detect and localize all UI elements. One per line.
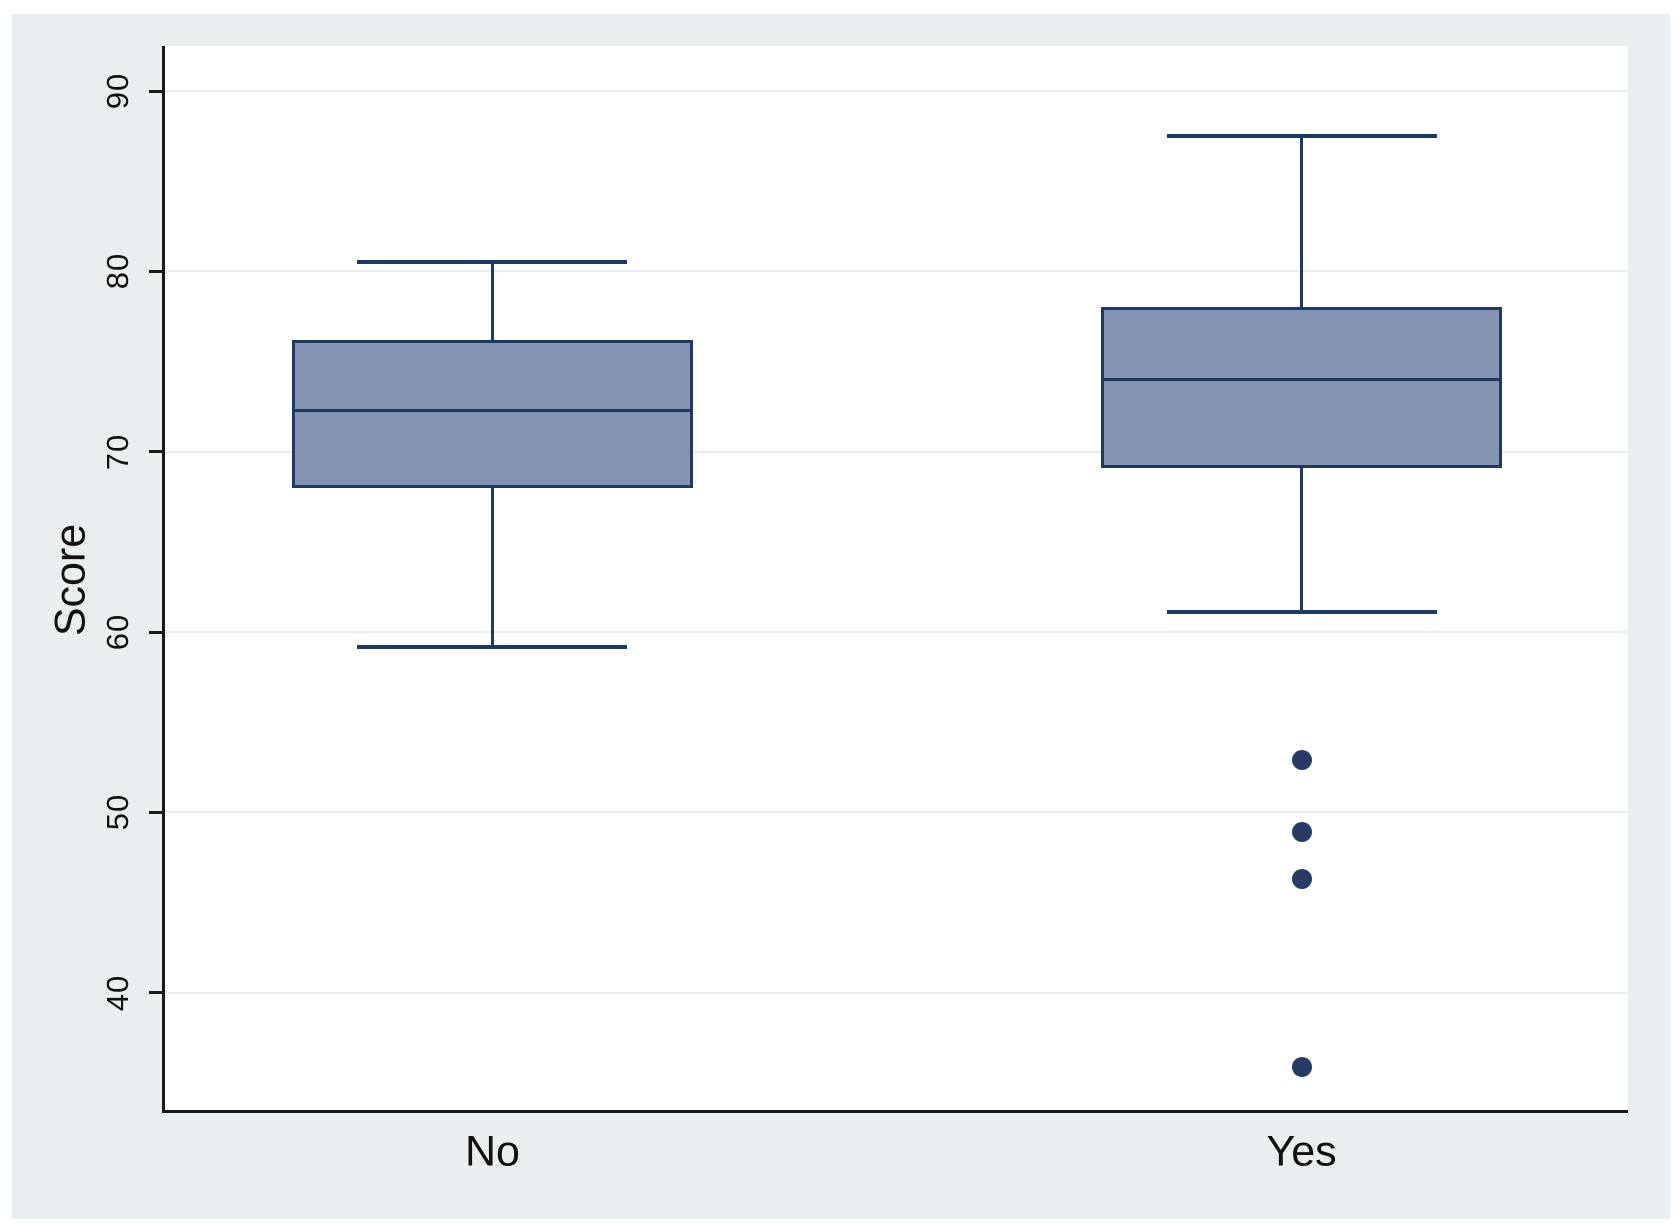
median-line-no [291,408,693,412]
x-category-label-yes: Yes [1266,1127,1337,1176]
y-tick [149,630,163,634]
gridline [165,90,1628,93]
upper-whisker-stem-yes [1300,136,1304,308]
plot-area [163,46,1628,1110]
upper-whisker-cap-no [357,260,628,265]
x-axis-line [162,1110,1628,1113]
y-tick [149,450,163,454]
y-tick [149,89,163,93]
gridline [165,450,1628,453]
lower-whisker-stem-yes [1300,467,1304,613]
gridline [165,631,1628,634]
y-tick-label: 70 [100,433,135,470]
upper-whisker-stem-no [490,262,494,340]
y-tick-label: 80 [100,253,135,290]
upper-whisker-cap-yes [1166,134,1437,139]
gridline [165,811,1628,814]
y-tick [149,810,163,814]
box-no [291,339,693,488]
outlier-point [1291,750,1312,771]
outlier-point [1291,822,1312,843]
y-tick-label: 40 [100,974,135,1012]
y-tick-label: 60 [100,613,135,651]
lower-whisker-stem-no [490,487,494,647]
gridline [165,270,1628,273]
box-yes [1101,307,1503,468]
outlier-point [1291,869,1312,890]
y-tick-label: 50 [100,794,135,831]
gridline [165,991,1628,994]
y-tick [149,991,163,995]
lower-whisker-cap-yes [1166,610,1437,615]
outlier-point [1291,1056,1312,1077]
y-tick-label: 90 [100,72,135,110]
lower-whisker-cap-no [357,644,628,649]
y-axis-line [162,46,165,1113]
y-axis-title: Score [46,523,95,637]
median-line-yes [1101,378,1503,382]
y-tick [149,269,163,273]
x-category-label-no: No [464,1127,520,1176]
